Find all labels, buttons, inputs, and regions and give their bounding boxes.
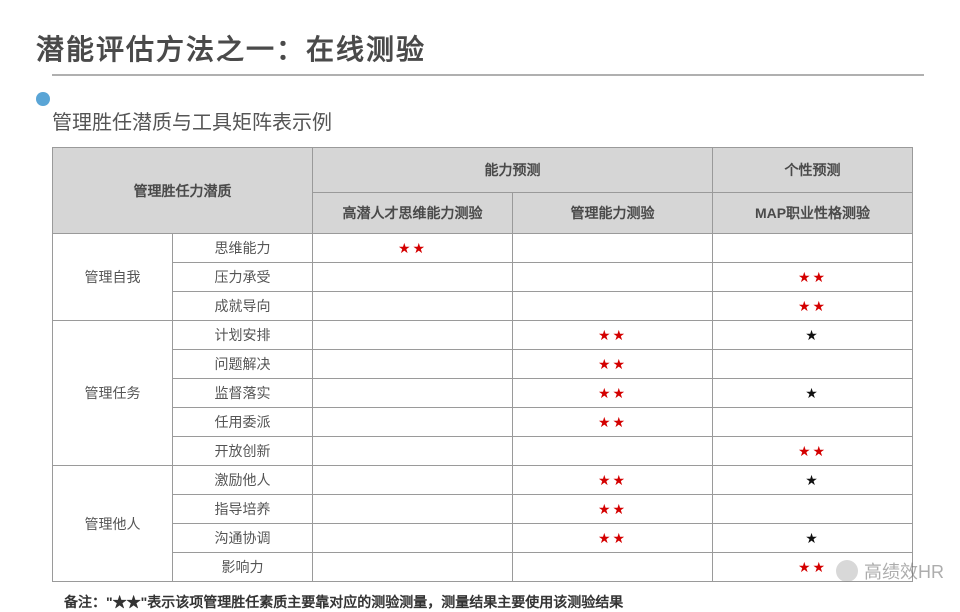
th-personality-group: 个性预测 [713, 148, 913, 193]
mark-cell [513, 553, 713, 582]
star-icon: ★★ [398, 240, 427, 256]
group-cell: 管理任务 [53, 321, 173, 466]
group-cell: 管理自我 [53, 234, 173, 321]
th-competency: 管理胜任力潜质 [53, 148, 313, 234]
table-head: 管理胜任力潜质 能力预测 个性预测 高潜人才思维能力测验 管理能力测验 MAP职… [53, 148, 913, 234]
competency-matrix-table: 管理胜任力潜质 能力预测 个性预测 高潜人才思维能力测验 管理能力测验 MAP职… [52, 147, 913, 582]
table-row: 管理他人激励他人★★★ [53, 466, 913, 495]
mark-cell [313, 553, 513, 582]
slide-title: 潜能评估方法之一：在线测验 [36, 28, 426, 68]
title-row: 潜能评估方法之一：在线测验 [36, 28, 924, 68]
item-label: 指导培养 [173, 495, 313, 524]
mark-cell [713, 495, 913, 524]
star-icon: ★★ [598, 472, 627, 488]
mark-cell [713, 350, 913, 379]
star-icon: ★★ [598, 414, 627, 430]
mark-cell [313, 524, 513, 553]
watermark: 高绩效HR [836, 558, 944, 584]
table-row: 压力承受 ★★ [53, 263, 913, 292]
star-icon: ★ [805, 385, 820, 401]
mark-cell: ★★ [713, 437, 913, 466]
item-label: 成就导向 [173, 292, 313, 321]
mark-cell [313, 379, 513, 408]
item-label: 计划安排 [173, 321, 313, 350]
mark-cell: ★★ [713, 292, 913, 321]
mark-cell [513, 234, 713, 263]
star-icon: ★ [805, 327, 820, 343]
table-row: 成就导向 ★★ [53, 292, 913, 321]
mark-cell: ★★ [513, 321, 713, 350]
mark-cell: ★★ [513, 524, 713, 553]
table-body: 管理自我思维能力★★压力承受★★成就导向★★管理任务计划安排★★★问题解决★★监… [53, 234, 913, 582]
table-row: 沟通协调★★★ [53, 524, 913, 553]
table-row: 监督落实★★★ [53, 379, 913, 408]
mark-cell [313, 321, 513, 350]
item-label: 影响力 [173, 553, 313, 582]
subtitle: 管理胜任潜质与工具矩阵表示例 [52, 106, 924, 135]
mark-cell [713, 234, 913, 263]
mark-cell [513, 437, 713, 466]
th-test-2: 管理能力测验 [513, 193, 713, 234]
mark-cell [313, 263, 513, 292]
mark-cell [313, 437, 513, 466]
mark-cell: ★★ [313, 234, 513, 263]
star-icon: ★★ [598, 501, 627, 517]
mark-cell [313, 495, 513, 524]
star-icon: ★★ [798, 443, 827, 459]
item-label: 压力承受 [173, 263, 313, 292]
mark-cell: ★★ [513, 495, 713, 524]
item-label: 监督落实 [173, 379, 313, 408]
slide: 潜能评估方法之一：在线测验 管理胜任潜质与工具矩阵表示例 管理胜任力潜质 能力预… [0, 0, 960, 600]
group-cell: 管理他人 [53, 466, 173, 582]
table-row: 管理任务计划安排★★★ [53, 321, 913, 350]
mark-cell [313, 292, 513, 321]
item-label: 思维能力 [173, 234, 313, 263]
mark-cell: ★★ [513, 379, 713, 408]
mark-cell: ★ [713, 379, 913, 408]
table-row: 开放创新 ★★ [53, 437, 913, 466]
star-icon: ★ [805, 530, 820, 546]
mark-cell [513, 263, 713, 292]
footnote: 备注："★★"表示该项管理胜任素质主要靠对应的测验测量，测量结果主要使用该测验结… [64, 592, 924, 612]
item-label: 问题解决 [173, 350, 313, 379]
table-row: 任用委派 ★★ [53, 408, 913, 437]
mark-cell [313, 408, 513, 437]
table-row: 影响力 ★★ [53, 553, 913, 582]
mark-cell [313, 350, 513, 379]
mark-cell: ★★ [513, 350, 713, 379]
title-dot-icon [36, 92, 50, 106]
th-test-1: 高潜人才思维能力测验 [313, 193, 513, 234]
mark-cell: ★★ [513, 408, 713, 437]
mark-cell: ★ [713, 321, 913, 350]
watermark-text: 高绩效HR [864, 558, 944, 584]
star-icon: ★ [805, 472, 820, 488]
th-test-3: MAP职业性格测验 [713, 193, 913, 234]
star-icon: ★★ [598, 385, 627, 401]
th-ability-group: 能力预测 [313, 148, 713, 193]
star-icon: ★★ [598, 327, 627, 343]
mark-cell: ★ [713, 466, 913, 495]
item-label: 开放创新 [173, 437, 313, 466]
mark-cell: ★ [713, 524, 913, 553]
mark-cell [713, 408, 913, 437]
star-icon: ★★ [598, 530, 627, 546]
mark-cell [513, 292, 713, 321]
mark-cell: ★★ [713, 263, 913, 292]
mark-cell [313, 466, 513, 495]
table-row: 问题解决 ★★ [53, 350, 913, 379]
table-row: 指导培养 ★★ [53, 495, 913, 524]
star-icon: ★★ [798, 269, 827, 285]
mark-cell: ★★ [513, 466, 713, 495]
star-icon: ★★ [798, 298, 827, 314]
item-label: 沟通协调 [173, 524, 313, 553]
star-icon: ★★ [798, 559, 827, 575]
title-underline [52, 74, 924, 76]
item-label: 激励他人 [173, 466, 313, 495]
table-row: 管理自我思维能力★★ [53, 234, 913, 263]
item-label: 任用委派 [173, 408, 313, 437]
watermark-icon [836, 560, 858, 582]
star-icon: ★★ [598, 356, 627, 372]
